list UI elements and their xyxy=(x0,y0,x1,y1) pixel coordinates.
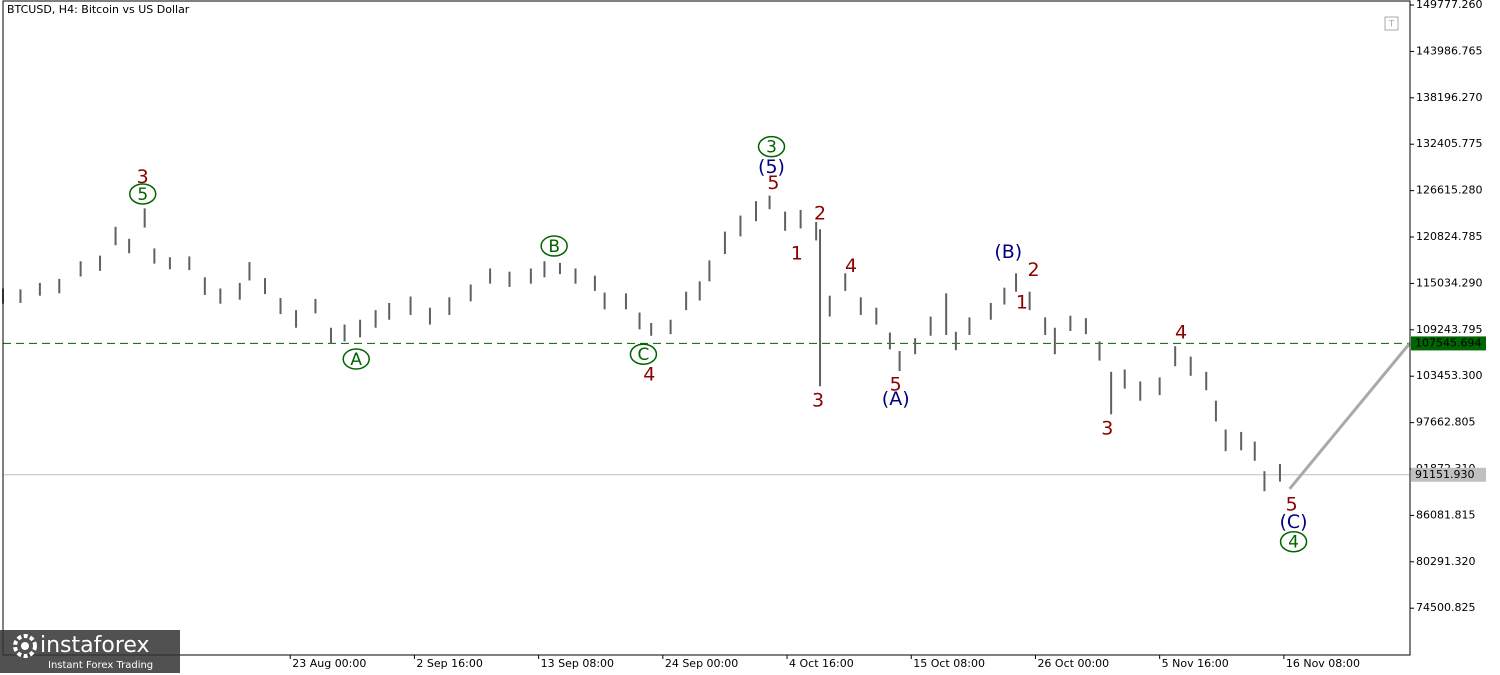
x-tick-label: 23 Aug 00:00 xyxy=(292,657,366,670)
watermark-brand: instaforex xyxy=(40,633,150,658)
wave-label: 1 xyxy=(791,243,803,265)
projection-line xyxy=(1288,342,1412,490)
wave-circle xyxy=(540,235,568,257)
x-tick-label: 5 Nov 16:00 xyxy=(1162,657,1229,670)
x-tick-label: 2 Sep 16:00 xyxy=(416,657,482,670)
wave-label: 4 xyxy=(845,255,857,277)
y-tick-label: 97662.805 xyxy=(1416,416,1476,429)
y-tick-label: 115034.290 xyxy=(1416,276,1482,289)
y-tick-label: 74500.825 xyxy=(1416,601,1476,614)
watermark: instaforex Instant Forex Trading xyxy=(0,630,180,673)
trade-button[interactable] xyxy=(1384,16,1399,31)
y-tick-label: 109243.795 xyxy=(1416,323,1482,336)
y-tick-label: 149777.260 xyxy=(1416,0,1482,11)
x-tick-label: 4 Oct 16:00 xyxy=(789,657,854,670)
trade-button-icon[interactable]: T xyxy=(1388,20,1395,30)
watermark-box xyxy=(0,630,180,673)
wave-label: 5 xyxy=(137,185,148,205)
y-tick-label: 103453.300 xyxy=(1416,369,1482,382)
price-label-box xyxy=(1411,336,1486,351)
x-tick-label: 24 Sep 00:00 xyxy=(665,657,738,670)
wave-label: 1 xyxy=(1016,292,1028,314)
wave-circle xyxy=(757,135,786,158)
wave-label: 3 xyxy=(1101,417,1113,439)
price-label: 91151.930 xyxy=(1415,468,1475,481)
y-tick-label: 86081.815 xyxy=(1416,508,1476,521)
wave-label: 3 xyxy=(137,166,149,188)
wave-label: 3 xyxy=(812,389,824,411)
chart-title: BTCUSD, H4: Bitcoin vs US Dollar xyxy=(7,3,190,16)
price-label: 107545.694 xyxy=(1415,336,1481,349)
price-label-box xyxy=(1411,467,1486,482)
y-tick-label: 132405.775 xyxy=(1416,137,1482,150)
y-tick-label: 80291.320 xyxy=(1416,555,1476,568)
wave-label: B xyxy=(548,237,560,257)
wave-label: 5 xyxy=(890,373,902,395)
watermark-logo xyxy=(13,634,37,658)
wave-label: A xyxy=(350,350,362,370)
watermark-tagline: Instant Forex Trading xyxy=(48,660,153,671)
wave-label: C xyxy=(637,345,649,365)
wave-circle xyxy=(128,183,157,205)
plot-frame xyxy=(2,0,1411,656)
wave-circle xyxy=(342,348,370,370)
wave-label: (C) xyxy=(1280,511,1308,533)
y-tick-label: 138196.270 xyxy=(1416,91,1482,104)
wave-label: 3 xyxy=(766,138,777,158)
wave-label: 5 xyxy=(767,172,779,194)
wave-circle xyxy=(1279,530,1308,553)
watermark-logo-center xyxy=(21,642,29,650)
wave-label: 4 xyxy=(643,364,655,386)
wave-label: (B) xyxy=(994,241,1022,263)
wave-label: 4 xyxy=(1288,533,1299,553)
wave-label: (A) xyxy=(882,388,910,410)
wave-label: 5 xyxy=(1286,494,1298,516)
y-tick-label: 120824.785 xyxy=(1416,230,1482,243)
y-tick-label: 143986.765 xyxy=(1416,44,1482,57)
wave-label: (5) xyxy=(758,156,785,178)
wave-label: 2 xyxy=(814,203,826,225)
x-tick-label: 26 Oct 00:00 xyxy=(1037,657,1109,670)
wave-label: 2 xyxy=(1027,259,1039,281)
plot-area xyxy=(2,195,1412,492)
wave-label: 4 xyxy=(1175,321,1187,343)
x-tick-label: 15 Oct 08:00 xyxy=(913,657,985,670)
wave-circle xyxy=(629,343,658,365)
x-tick-label: 13 Sep 08:00 xyxy=(541,657,614,670)
y-tick-label: 126615.280 xyxy=(1416,184,1482,197)
x-tick-label: 16 Nov 08:00 xyxy=(1286,657,1360,670)
